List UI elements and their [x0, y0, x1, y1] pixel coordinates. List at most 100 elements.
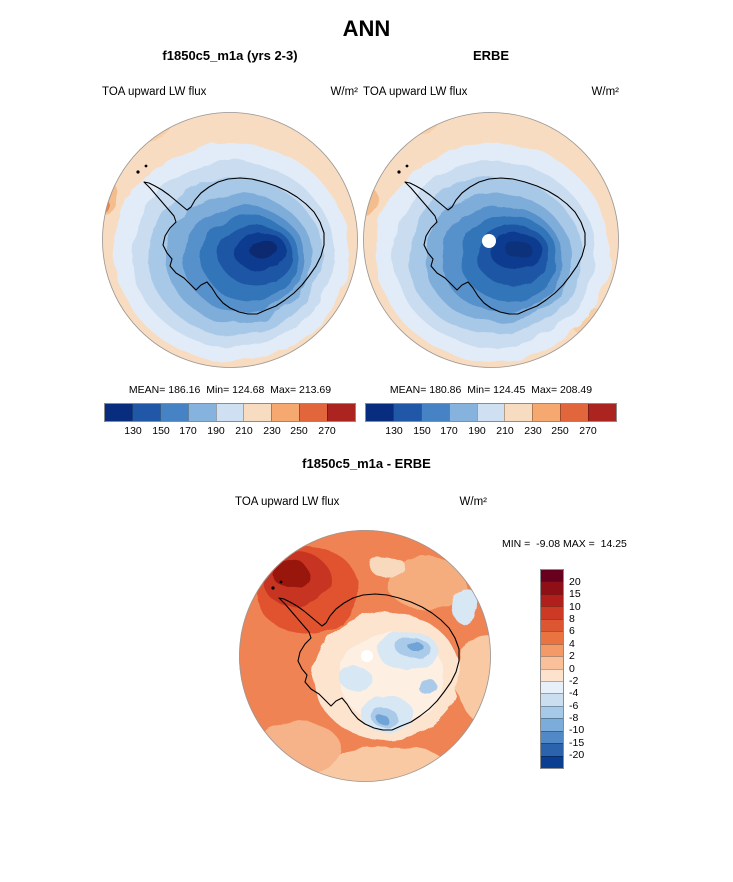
colorbar-tick-label: 20 [569, 576, 581, 588]
colorbar-tick-label: 190 [468, 425, 486, 437]
colorbar-model [104, 403, 356, 422]
map-boundary [239, 530, 491, 782]
colorbar-segment [532, 404, 561, 421]
variable-row: TOA upward LW flux W/m² [363, 86, 619, 98]
colorbar-segment [541, 631, 563, 644]
colorbar-segment [448, 404, 477, 421]
colorbar-tick-label: 170 [440, 425, 458, 437]
colorbar-tick-label: 190 [207, 425, 225, 437]
contour-fill-layers [102, 112, 358, 368]
colorbar-tick-label: -15 [569, 737, 585, 749]
diff-minmax-line: MIN = -9.08 MAX = 14.25 [502, 538, 627, 550]
colorbar-segment [187, 404, 216, 421]
units-label: W/m² [459, 496, 487, 508]
colorbar-tick-label: 8 [569, 613, 575, 625]
colorbar-segment [299, 404, 328, 421]
variable-row: TOA upward LW flux W/m² [102, 86, 358, 98]
island-dot [271, 586, 275, 590]
colorbar-segment [541, 593, 563, 607]
colorbar-segment [105, 404, 132, 421]
colorbar-tick-label: 150 [152, 425, 170, 437]
colorbar-segment [476, 404, 505, 421]
colorbar-tick-label: 270 [318, 425, 336, 437]
colorbar-segment [541, 643, 563, 657]
colorbar-tick-label: 270 [579, 425, 597, 437]
stats-line-model: MEAN= 186.16 Min= 124.68 Max= 213.69 [128, 384, 332, 396]
colorbar-segment [243, 404, 272, 421]
colorbar-segment [541, 668, 563, 681]
colorbar-tick-label: 230 [263, 425, 281, 437]
colorbar-segment [541, 705, 563, 719]
colorbar-segment [541, 581, 563, 594]
colorbar-tick-label: -10 [569, 724, 585, 736]
colorbar-tick-label: 250 [290, 425, 308, 437]
units-label: W/m² [591, 86, 619, 98]
colorbar-segment [541, 730, 563, 744]
antarctica-coastline [143, 177, 325, 315]
figure-title: ANN [342, 16, 391, 41]
colorbar-tick-label: 130 [385, 425, 403, 437]
panel-erbe: ERBE TOA upward LW flux W/m² [361, 48, 621, 450]
colorbar-tick-label: -6 [569, 700, 579, 712]
colorbar-tick-label: 210 [235, 425, 253, 437]
pole-missing-data-dot [482, 234, 496, 248]
variable-label: TOA upward LW flux [235, 496, 340, 508]
island-dot [144, 164, 148, 168]
colorbar-tick-label: -2 [569, 675, 579, 687]
colorbar-tick-label: 6 [569, 625, 575, 637]
erbe-map [363, 112, 619, 368]
colorbar-segment [560, 404, 589, 421]
island-dot [136, 170, 140, 174]
colorbar-segment [541, 755, 563, 768]
colorbar-tick-label: 230 [524, 425, 542, 437]
colorbar-tick-label: 0 [569, 663, 575, 675]
colorbar-segment [327, 404, 356, 421]
colorbar-segment [420, 404, 449, 421]
difference-map [239, 530, 491, 782]
colorbar-tick-labels-erbe: 130 150 170 190 210 230 250 270 [366, 425, 616, 439]
map-boundary [102, 112, 358, 368]
island-dot [397, 170, 401, 174]
pole-missing-data-dot [361, 650, 373, 662]
colorbar-segment [541, 693, 563, 706]
colorbar-tick-label: 4 [569, 638, 575, 650]
colorbar-tick-label: 130 [124, 425, 142, 437]
colorbar-segment [392, 404, 421, 421]
colorbar-segment [541, 680, 563, 694]
diff-colorbar [540, 569, 564, 769]
panel-title-model: f1850c5_m1a (yrs 2-3) [162, 48, 298, 63]
colorbar-tick-label: -20 [569, 749, 585, 761]
colorbar-tick-labels-model: 130 150 170 190 210 230 250 270 [105, 425, 355, 439]
diff-variable-row: TOA upward LW flux W/m² [235, 496, 487, 508]
island-dot [279, 580, 283, 584]
colorbar-segment [366, 404, 393, 421]
stats-line-erbe: MEAN= 180.86 Min= 124.45 Max= 208.49 [389, 384, 593, 396]
colorbar-tick-label: -8 [569, 712, 579, 724]
colorbar-segment [541, 570, 563, 582]
antarctica-coastline [404, 177, 586, 315]
colorbar-segment [131, 404, 160, 421]
colorbar-segment [159, 404, 188, 421]
colorbar-segment [504, 404, 533, 421]
diff-colorbar-tick-labels: 20 15 10 8 6 4 2 0 -2 -4 -6 -8 -10 -15 -… [569, 570, 605, 768]
colorbar-tick-label: 250 [551, 425, 569, 437]
colorbar-erbe [365, 403, 617, 422]
panel-title-erbe: ERBE [472, 48, 510, 63]
antarctica-coastline [278, 593, 460, 731]
diff-panel-title: f1850c5_m1a - ERBE [302, 456, 431, 471]
model-map [102, 112, 358, 368]
colorbar-segment [271, 404, 300, 421]
colorbar-tick-label: 10 [569, 601, 581, 613]
colorbar-segment [541, 606, 563, 619]
colorbar-tick-label: 170 [179, 425, 197, 437]
map-boundary [363, 112, 619, 368]
colorbar-tick-label: 210 [496, 425, 514, 437]
colorbar-tick-label: -4 [569, 687, 579, 699]
colorbar-segment [541, 718, 563, 731]
colorbar-segment [588, 404, 617, 421]
panel-model: f1850c5_m1a (yrs 2-3) TOA upward LW flux… [100, 48, 360, 450]
island-dot [405, 164, 409, 168]
variable-label: TOA upward LW flux [363, 86, 468, 98]
colorbar-segment [541, 743, 563, 756]
colorbar-segment [541, 618, 563, 632]
